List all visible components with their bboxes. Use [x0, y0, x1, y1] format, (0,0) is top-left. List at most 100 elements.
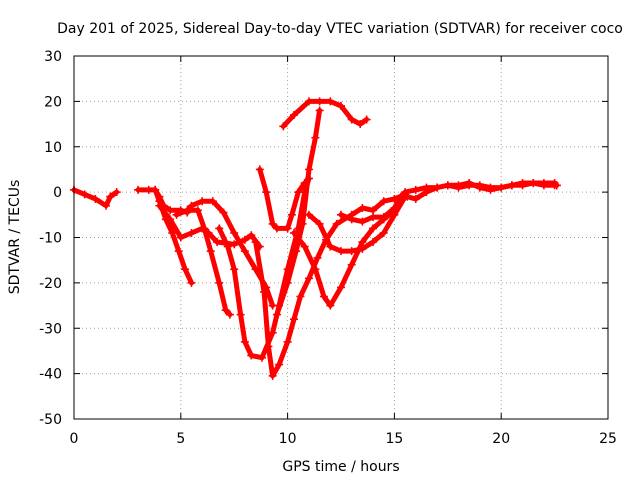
- data-point: [221, 306, 230, 315]
- data-point: [369, 238, 378, 247]
- data-point: [292, 247, 301, 256]
- data-point: [240, 247, 249, 256]
- data-point: [193, 206, 202, 215]
- data-point: [358, 204, 367, 213]
- y-tick-label: -30: [39, 321, 62, 337]
- series-sat-k: [279, 97, 371, 131]
- data-point: [304, 97, 313, 106]
- data-point: [275, 360, 284, 369]
- data-point: [283, 337, 292, 346]
- data-point: [298, 219, 307, 228]
- data-point: [315, 97, 324, 106]
- data-point: [319, 292, 328, 301]
- data-point: [356, 120, 365, 129]
- series-line: [71, 187, 113, 209]
- series-sat-b: [106, 188, 121, 201]
- data-point: [337, 210, 345, 219]
- data-point: [304, 165, 313, 174]
- data-point: [166, 215, 175, 224]
- data-point: [80, 190, 89, 199]
- data-point: [326, 242, 335, 251]
- data-point: [236, 310, 245, 319]
- plot-frame: [73, 55, 609, 420]
- series-sat-a: [70, 185, 115, 210]
- data-point: [401, 188, 410, 197]
- data-point: [198, 197, 207, 206]
- data-point: [287, 210, 296, 219]
- data-point: [204, 228, 213, 237]
- data-point: [347, 215, 356, 224]
- data-point: [272, 310, 281, 319]
- data-point: [240, 337, 249, 346]
- data-point: [337, 247, 345, 256]
- data-point: [315, 219, 324, 228]
- data-point: [91, 194, 100, 203]
- x-tick-label: 0: [70, 431, 79, 447]
- series-line: [306, 194, 408, 254]
- data-point: [290, 228, 299, 237]
- y-tick-label: -50: [39, 412, 62, 428]
- data-point: [358, 244, 367, 253]
- data-point: [433, 183, 442, 192]
- x-tick-label: 10: [279, 431, 297, 447]
- data-point: [247, 351, 256, 360]
- data-point: [358, 238, 367, 247]
- series-sat-i: [255, 165, 309, 233]
- data-point: [219, 208, 228, 217]
- data-point: [379, 213, 388, 222]
- x-tick-label: 20: [492, 431, 510, 447]
- data-point: [290, 315, 299, 324]
- data-point: [290, 110, 299, 119]
- data-point: [198, 224, 207, 233]
- data-point: [379, 197, 388, 206]
- y-tick-label: 30: [44, 49, 62, 65]
- series-sat-f: [155, 201, 264, 251]
- y-tick-label: 10: [44, 140, 62, 156]
- data-point: [475, 183, 484, 192]
- y-tick-label: -40: [39, 367, 62, 383]
- series-sat-n: [337, 183, 442, 226]
- data-point: [112, 188, 121, 197]
- data-point: [465, 179, 474, 188]
- data-point: [102, 201, 111, 210]
- data-point: [369, 213, 378, 222]
- grid: [74, 56, 608, 419]
- data-point: [315, 106, 324, 115]
- data-point: [311, 265, 320, 274]
- data-point: [283, 278, 292, 287]
- data-point: [507, 181, 516, 190]
- data-point: [332, 219, 341, 228]
- data-point: [155, 201, 164, 210]
- data-point: [168, 228, 177, 237]
- data-point: [166, 206, 175, 215]
- data-point: [181, 265, 190, 274]
- data-point: [347, 115, 356, 124]
- data-point: [247, 231, 256, 240]
- data-point: [255, 165, 264, 174]
- data-point: [183, 206, 192, 215]
- series-line: [257, 166, 308, 231]
- data-point: [268, 328, 277, 337]
- data-point: [311, 133, 320, 142]
- data-point: [313, 253, 322, 262]
- data-point: [358, 217, 367, 226]
- x-tick-labels: 0 5 10 15 20 25: [70, 431, 617, 447]
- data-point: [225, 310, 234, 319]
- data-point: [279, 122, 288, 131]
- data-point: [443, 181, 452, 190]
- series-sat-p: [443, 179, 561, 194]
- data-point: [213, 238, 222, 247]
- data-point: [272, 224, 281, 233]
- data-point: [411, 194, 420, 203]
- data-point: [240, 235, 249, 244]
- data-point: [230, 228, 239, 237]
- data-point: [337, 283, 345, 292]
- data-point: [326, 301, 335, 310]
- data-point: [251, 238, 260, 247]
- data-point: [283, 224, 292, 233]
- data-point: [294, 188, 303, 197]
- y-tick-label: -20: [39, 276, 62, 292]
- data-series: [70, 97, 561, 380]
- data-point: [230, 240, 239, 249]
- data-point: [215, 278, 224, 287]
